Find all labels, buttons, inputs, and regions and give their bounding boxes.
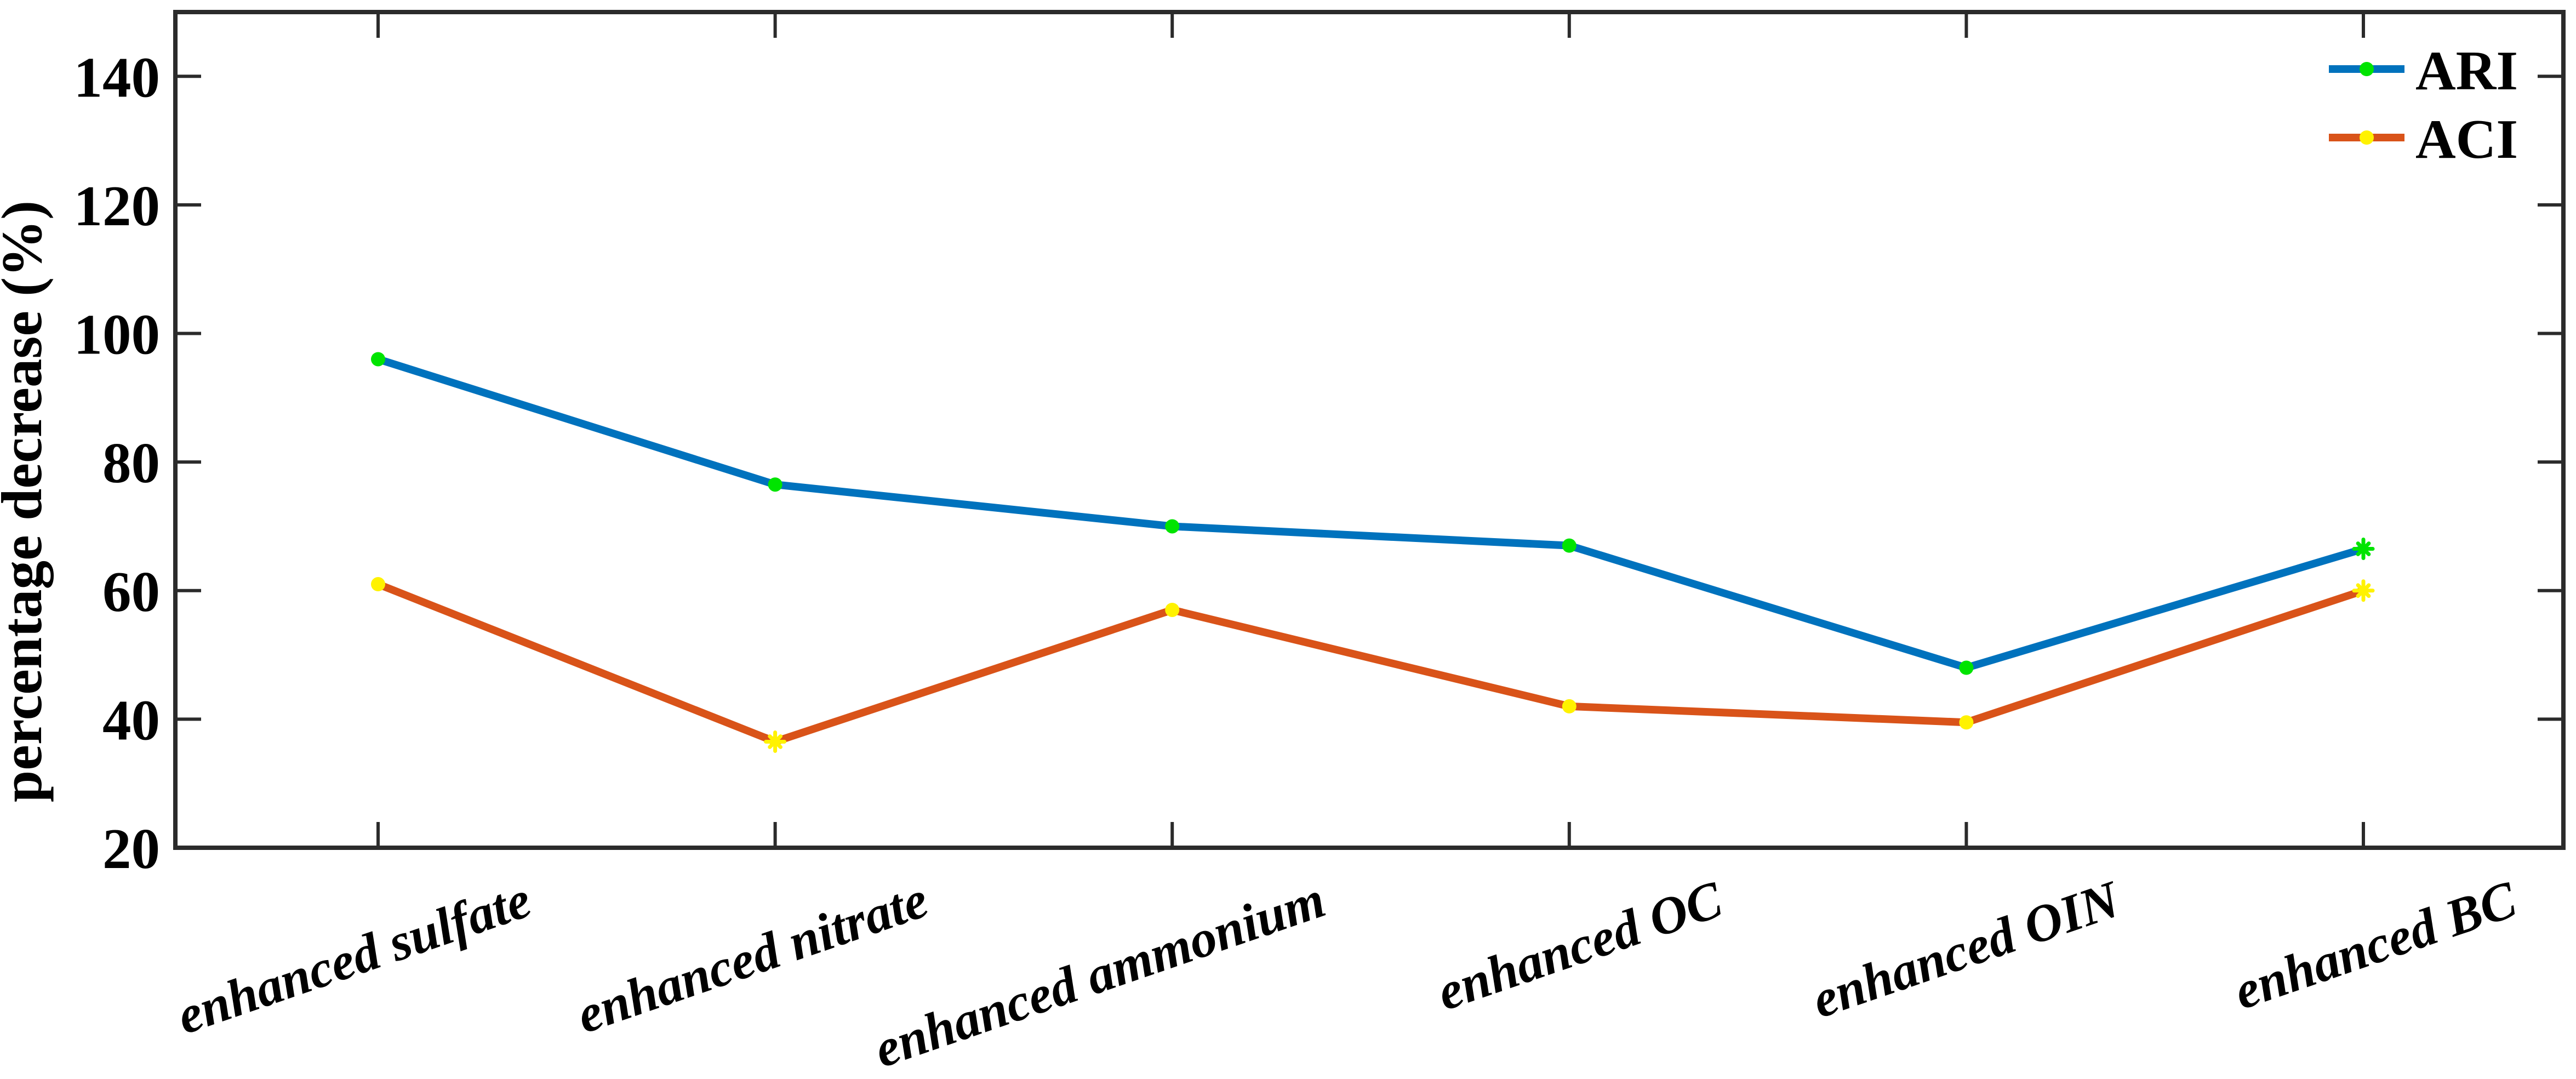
- x-tick-label: enhanced ammonium: [867, 870, 1332, 1079]
- series-line-aci: [374, 580, 2367, 746]
- y-tick-label: 100: [74, 302, 161, 367]
- point-aci-4-circle-marker: [1959, 715, 1974, 730]
- point-ari-0-circle-marker: [371, 352, 385, 367]
- legend-circle-marker: [2360, 130, 2374, 145]
- y-tick-label: 20: [102, 817, 160, 881]
- point-ari-3-circle-marker: [1562, 538, 1577, 553]
- asterisk-spoke: [2356, 541, 2371, 556]
- legend-circle-marker: [2360, 62, 2374, 76]
- y-tick-label: 40: [102, 688, 160, 752]
- legend-row-ari: ARI: [2329, 40, 2518, 102]
- legend-label: ARI: [2415, 40, 2518, 102]
- x-tick-label: enhanced BC: [2226, 869, 2524, 1020]
- legend-row-aci: ACI: [2329, 109, 2518, 170]
- axes: 20 40 60 80 100 120 140 enhanced sulfate enhance…: [74, 10, 2566, 1079]
- y-tick-label: 140: [74, 45, 161, 109]
- legend: ARI ACI: [2329, 40, 2518, 170]
- x-tick-label: enhanced sulfate: [169, 870, 538, 1046]
- plot-box: [173, 10, 2566, 850]
- y-tick-label: 60: [102, 560, 160, 624]
- legend-label: ACI: [2415, 109, 2518, 170]
- point-aci-2-circle-marker: [1165, 602, 1180, 617]
- series-ari: [371, 352, 2375, 675]
- point-ari-1-circle-marker: [768, 477, 782, 492]
- series-line-ari: [374, 355, 2367, 672]
- point-aci-0-circle-marker: [371, 577, 385, 592]
- point-aci-1-asterisk-marker: [764, 730, 787, 753]
- point-ari-4-circle-marker: [1959, 660, 1974, 675]
- y-tick-label: 80: [102, 431, 160, 495]
- asterisk-spoke: [2356, 583, 2371, 598]
- point-ari-2-circle-marker: [1165, 519, 1180, 534]
- asterisk-spoke: [768, 734, 782, 749]
- point-aci-3-circle-marker: [1562, 699, 1577, 713]
- y-axis-label: percentage decrease (%): [0, 201, 54, 802]
- x-tick-label: enhanced OIN: [1804, 869, 2128, 1029]
- point-aci-5-asterisk-marker: [2352, 579, 2375, 602]
- y-tick-label: 120: [74, 174, 161, 238]
- x-tick-label: enhanced OC: [1430, 869, 1730, 1021]
- point-ari-5-asterisk-marker: [2352, 538, 2375, 561]
- series-aci: [371, 577, 2375, 753]
